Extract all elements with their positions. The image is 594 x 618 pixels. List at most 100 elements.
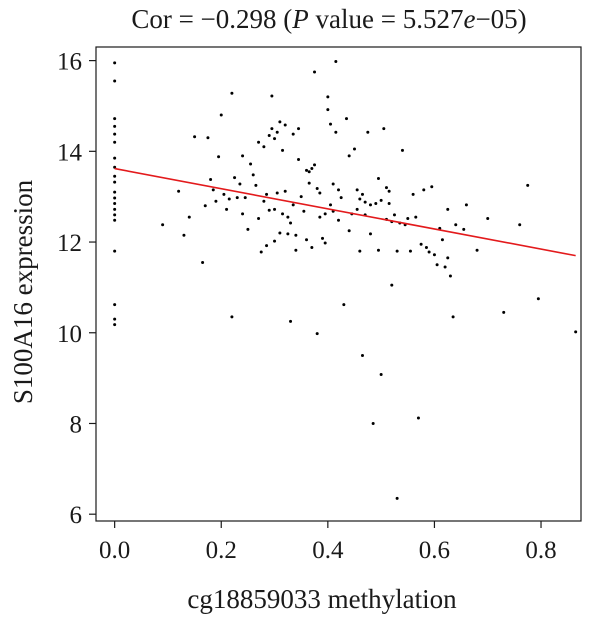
data-point [307,181,311,185]
data-point [392,213,396,217]
data-point [270,94,274,98]
x-axis-label: cg18859033 methylation [187,584,457,614]
data-point [382,127,386,131]
data-point [278,231,282,235]
data-point [379,372,383,376]
data-point [337,188,340,192]
data-point [315,187,319,191]
data-point [347,154,351,158]
data-point [113,207,117,211]
data-point [281,212,285,216]
data-point [113,303,117,307]
data-point [286,215,290,219]
data-point [414,215,418,219]
data-point [411,192,415,196]
data-point [262,199,266,203]
data-point [289,221,293,225]
data-point [358,197,362,201]
data-point [518,223,522,227]
data-point [249,162,253,166]
data-point [313,163,317,167]
data-point [113,117,117,121]
data-point [113,213,117,217]
data-point [113,124,117,128]
data-points [113,60,578,500]
data-point [422,188,426,192]
data-point [113,79,117,83]
data-point [201,260,205,264]
data-point [267,133,271,137]
data-point [464,203,468,207]
y-tick-label: 10 [57,321,82,348]
data-point [291,203,295,207]
data-point [387,189,391,193]
data-point [326,108,330,112]
data-point [270,127,274,131]
data-point [448,274,452,278]
data-point [219,113,223,117]
data-point [262,145,266,149]
data-point [432,253,436,257]
data-point [310,245,314,249]
data-point [363,200,367,204]
data-point [246,227,250,231]
x-tick-label: 0.0 [99,537,130,564]
data-point [342,303,346,307]
data-point [251,173,255,177]
data-point [289,319,293,323]
data-point [233,176,237,180]
data-point [299,195,303,199]
x-tick-label: 0.4 [312,537,344,564]
data-point [177,189,181,193]
data-point [307,170,311,174]
data-point [265,244,269,248]
data-point [321,236,325,240]
data-point [225,207,229,211]
data-point [371,421,375,425]
data-point [241,212,245,216]
data-point [355,188,359,192]
data-point [427,250,431,254]
data-point [443,265,447,269]
data-point [257,216,261,220]
data-point [273,207,277,211]
data-point [267,208,271,212]
data-point [435,263,439,267]
data-point [113,196,117,200]
y-tick-label: 16 [57,49,82,76]
axes: 0.0 0.2 0.4 0.6 0.8 6 8 10 12 14 16 [57,46,582,564]
data-point [326,95,330,99]
chart-title: Cor = −0.298 (P value = 5.527e−05) [131,4,526,34]
data-point [430,185,434,189]
data-point [230,315,234,319]
data-point [113,218,117,222]
data-point [113,323,117,327]
data-point [211,188,215,192]
data-point [318,215,322,219]
data-point [254,183,258,187]
data-point [387,201,391,205]
data-point [193,135,197,139]
data-point [334,130,338,134]
data-point [400,148,404,152]
data-point [257,140,261,144]
data-point [395,249,399,253]
data-point [358,249,362,253]
data-point [329,122,333,126]
data-point [302,209,306,213]
data-point [502,310,506,314]
data-point [376,248,380,252]
data-point [182,233,186,237]
data-point [297,127,301,131]
data-point [339,196,343,200]
data-point [347,229,351,233]
data-point [275,191,279,195]
regression-line-group [114,167,576,257]
data-point [241,154,245,158]
data-point [462,227,466,231]
data-point [113,61,117,65]
data-point [574,330,578,334]
data-point [318,191,322,195]
data-point [217,155,221,159]
